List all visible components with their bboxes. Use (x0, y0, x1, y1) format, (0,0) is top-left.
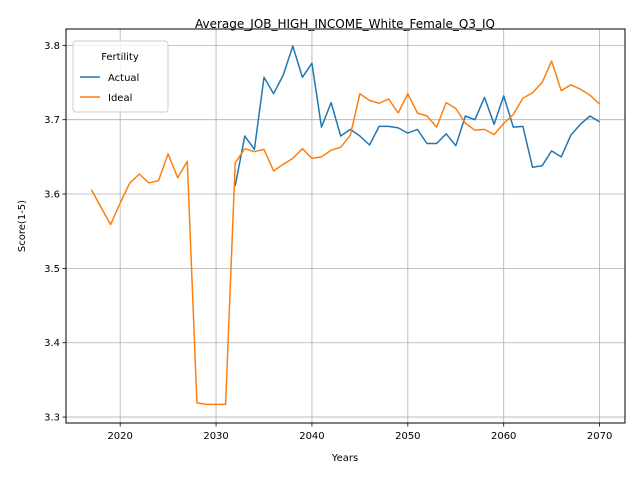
x-tick-label: 2030 (203, 431, 228, 442)
legend-entry-ideal: Ideal (108, 93, 132, 104)
y-tick-label: 3.6 (44, 190, 60, 201)
series-line-ideal (90, 60, 601, 406)
x-tick-label: 2060 (491, 431, 516, 442)
y-tick-label: 3.4 (44, 338, 60, 349)
legend-box (72, 40, 169, 113)
x-tick-label: 2040 (299, 431, 324, 442)
plot-frame (65, 28, 626, 424)
legend-entry-actual: Actual (108, 73, 139, 84)
x-axis-ticks: 2020 2030 2040 2050 2060 2070 (107, 423, 612, 442)
x-tick-label: 2050 (395, 431, 420, 442)
y-tick-label: 3.3 (44, 413, 60, 424)
x-tick-label: 2020 (107, 431, 132, 442)
legend-title: Fertility (101, 52, 139, 63)
y-tick-label: 3.8 (44, 41, 60, 52)
data-lines (90, 45, 601, 406)
y-tick-label: 3.7 (44, 115, 60, 126)
legend: Fertility Actual Ideal (72, 40, 169, 113)
y-axis-label: Score(1-5) (17, 200, 28, 252)
x-tick-label: 2070 (587, 431, 612, 442)
chart-title: Average_JOB_HIGH_INCOME_White_Female_Q3_… (195, 17, 495, 31)
series-line-actual (234, 45, 600, 187)
y-tick-label: 3.5 (44, 264, 60, 275)
y-axis-ticks: 3.3 3.4 3.5 3.6 3.7 3.8 (44, 41, 66, 424)
x-axis-label: Years (331, 453, 358, 464)
